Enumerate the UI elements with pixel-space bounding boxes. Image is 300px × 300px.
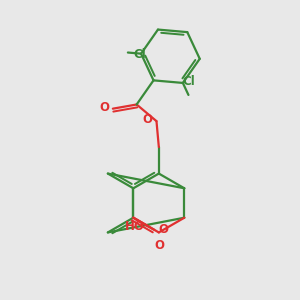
Text: HO: HO [125,220,145,233]
Text: Cl: Cl [133,47,146,61]
Text: O: O [99,101,109,114]
Text: O: O [142,113,152,126]
Text: O: O [158,223,168,236]
Text: Cl: Cl [182,75,195,88]
Text: O: O [154,239,164,252]
